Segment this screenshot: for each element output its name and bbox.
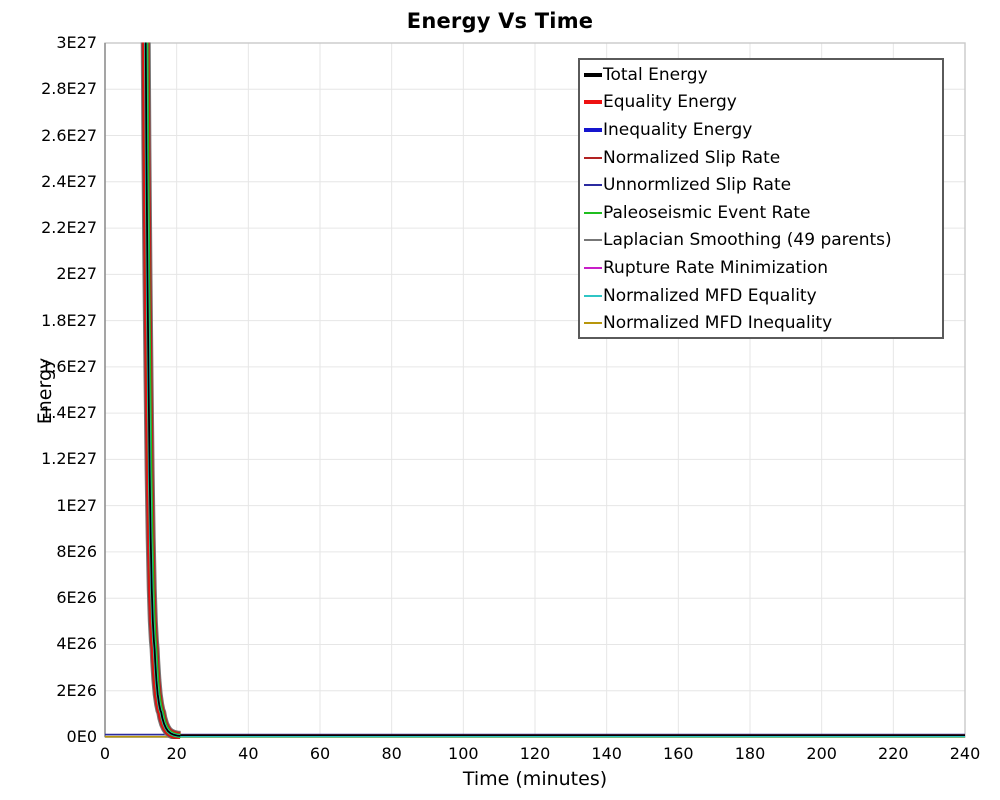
y-tick-label: 3E27	[56, 33, 97, 52]
legend-item: Normalized Slip Rate	[584, 144, 942, 172]
y-axis-title: Energy	[34, 357, 56, 425]
x-tick-label: 240	[949, 744, 981, 763]
legend-label: Equality Energy	[603, 92, 737, 113]
series-line-total-energy	[144, 42, 181, 737]
y-tick-label: 1.4E27	[41, 403, 97, 423]
legend-label: Rupture Rate Minimization	[603, 257, 828, 278]
legend-line-swatch	[584, 156, 602, 159]
x-tick-label: 0	[99, 744, 111, 763]
legend-line-swatch	[584, 72, 602, 77]
y-tick-label: 1.2E27	[41, 449, 97, 469]
y-tick-label: 2E26	[56, 680, 97, 700]
y-tick-label: 1E27	[56, 495, 97, 515]
legend-label: Normalized MFD Equality	[603, 285, 817, 306]
x-tick-label: 40	[238, 744, 259, 763]
legend-item: Rupture Rate Minimization	[584, 254, 942, 282]
y-tick-label: 1.6E27	[41, 356, 97, 376]
legend-line-swatch	[584, 294, 602, 297]
legend-item: Total Energy	[584, 61, 942, 89]
y-tick-label: 8E26	[56, 541, 97, 561]
legend-label: Normalized MFD Inequality	[603, 313, 833, 334]
x-tick-label: 80	[381, 744, 402, 763]
y-tick-label: 2.2E27	[41, 218, 97, 238]
x-tick-label: 220	[878, 744, 909, 763]
legend-item: Paleoseismic Event Rate	[584, 199, 942, 227]
legend-label: Unnormlized Slip Rate	[603, 175, 792, 196]
y-tick-label: 2.6E27	[41, 125, 97, 145]
legend-label: Total Energy	[603, 64, 708, 85]
y-tick-label: 2E27	[56, 264, 97, 284]
legend-label: Laplacian Smoothing (49 parents)	[603, 230, 892, 251]
legend-line-swatch	[584, 127, 602, 132]
legend-line-swatch	[584, 266, 602, 269]
legend-line-swatch	[584, 100, 602, 105]
x-tick-label: 20	[166, 744, 187, 763]
legend-item: Laplacian Smoothing (49 parents)	[584, 227, 942, 255]
x-axis-title: Time (minutes)	[462, 768, 608, 790]
x-tick-label: 120	[519, 744, 551, 763]
y-tick-label: 6E26	[56, 588, 97, 608]
chart-title: Energy Vs Time	[406, 9, 594, 33]
x-tick-label: 200	[806, 744, 837, 763]
legend-line-swatch	[584, 184, 602, 187]
y-tick-label: 1.8E27	[41, 310, 97, 330]
y-tick-label: 4E26	[56, 634, 97, 654]
series-layer	[105, 42, 965, 739]
legend-item: Unnormlized Slip Rate	[584, 171, 942, 199]
legend-item: Equality Energy	[584, 89, 942, 117]
x-tick-label: 160	[663, 744, 694, 763]
legend-item: Normalized MFD Equality	[584, 282, 942, 310]
x-tick-label: 180	[734, 744, 766, 763]
legend-line-swatch	[584, 211, 602, 214]
legend-label: Paleoseismic Event Rate	[603, 202, 811, 223]
legend-line-swatch	[584, 239, 602, 242]
x-tick-label: 140	[591, 744, 622, 763]
legend-label: Normalized Slip Rate	[603, 147, 781, 168]
legend-item: Inequality Energy	[584, 116, 942, 144]
y-tick-label: 0E0	[66, 727, 97, 746]
legend-line-swatch	[584, 322, 602, 325]
x-tick-label: 60	[309, 744, 331, 763]
y-tick-label: 2.8E27	[41, 79, 97, 99]
legend-label: Inequality Energy	[603, 119, 753, 140]
y-tick-label: 2.4E27	[41, 171, 97, 191]
legend-item: Normalized MFD Inequality	[584, 309, 942, 337]
x-tick-label: 100	[448, 744, 479, 763]
legend: Total Energy Equality Energy Inequality En…	[578, 58, 944, 339]
